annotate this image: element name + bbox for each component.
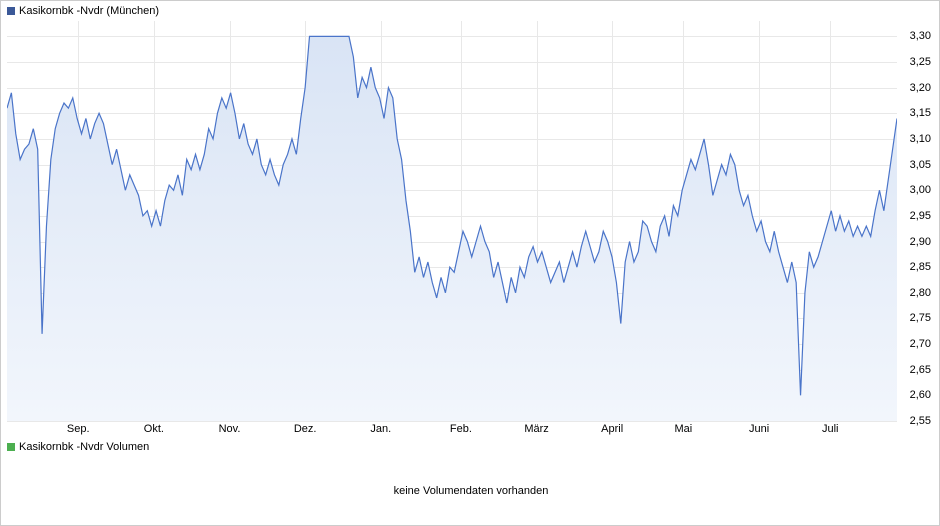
volume-legend-label: Kasikornbk -Nvdr Volumen [19,441,149,453]
x-tick-label: Okt. [144,423,164,435]
price-legend: Kasikornbk -Nvdr (München) [7,5,159,17]
x-tick-label: Dez. [294,423,317,435]
volume-legend: Kasikornbk -Nvdr Volumen [7,441,149,453]
x-tick-label: April [601,423,623,435]
y-tick-label: 2,85 [910,261,931,273]
y-tick-label: 3,15 [910,107,931,119]
y-tick-label: 3,20 [910,82,931,94]
x-tick-label: Sep. [67,423,90,435]
x-tick-label: Jan. [370,423,391,435]
gridline-h [7,421,897,422]
x-tick-label: Nov. [219,423,241,435]
x-tick-label: Juli [822,423,839,435]
volume-empty-message: keine Volumendaten vorhanden [1,485,940,497]
price-legend-swatch [7,7,15,15]
y-tick-label: 2,95 [910,210,931,222]
x-tick-label: Juni [749,423,769,435]
x-tick-label: Mai [675,423,693,435]
chart-container: Kasikornbk -Nvdr (München) 2,55 2,60 2,65 2… [0,0,940,526]
y-tick-label: 2,90 [910,236,931,248]
y-tick-label: 3,00 [910,184,931,196]
y-tick-label: 2,65 [910,364,931,376]
y-tick-label: 2,55 [910,415,931,427]
x-tick-label: Feb. [450,423,472,435]
y-tick-label: 2,80 [910,287,931,299]
y-tick-label: 3,30 [910,30,931,42]
y-tick-label: 3,25 [910,56,931,68]
price-legend-label: Kasikornbk -Nvdr (München) [19,5,159,17]
y-tick-label: 3,05 [910,159,931,171]
volume-legend-swatch [7,443,15,451]
x-tick-label: März [524,423,548,435]
y-tick-label: 2,60 [910,389,931,401]
price-line-chart [7,21,897,421]
y-tick-label: 3,10 [910,133,931,145]
y-tick-label: 2,70 [910,338,931,350]
y-tick-label: 2,75 [910,312,931,324]
